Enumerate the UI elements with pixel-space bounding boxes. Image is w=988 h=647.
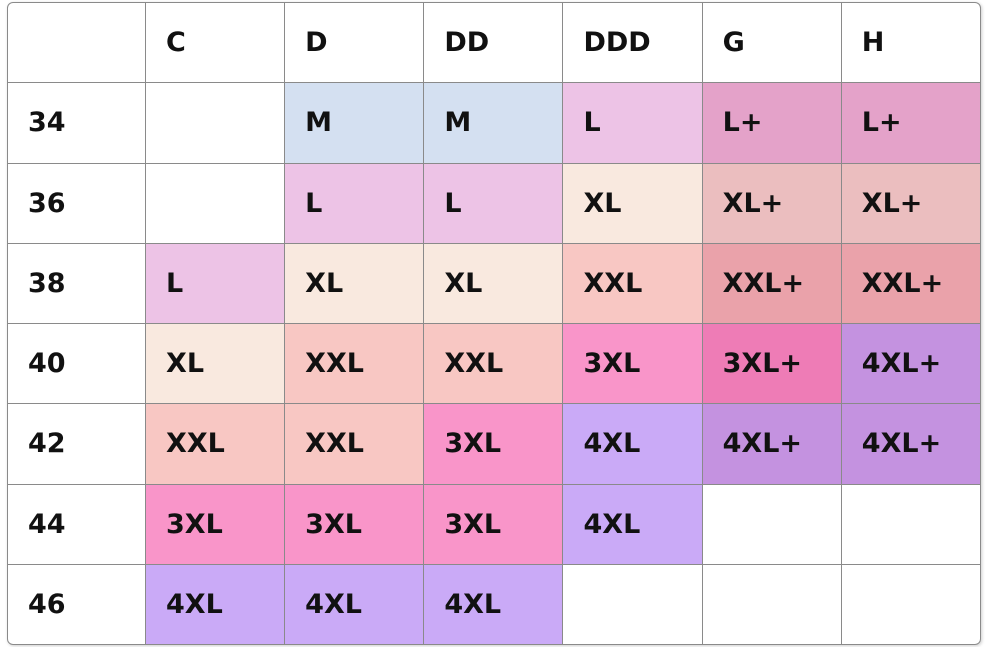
size-cell: 4XL bbox=[423, 563, 564, 644]
size-cell: XL bbox=[284, 242, 425, 325]
size-cell: XXL bbox=[284, 403, 425, 485]
band-label: 44 bbox=[8, 483, 146, 565]
empty-cell bbox=[144, 162, 286, 244]
size-cell: 3XL+ bbox=[701, 322, 842, 405]
band-label: 42 bbox=[8, 403, 146, 485]
band-row: 38 L XL XL XXL XXL+ XXL+ bbox=[8, 242, 980, 325]
size-cell: XXL+ bbox=[701, 242, 842, 325]
empty-cell bbox=[840, 483, 980, 565]
band-row: 36 L L XL XL+ XL+ bbox=[8, 162, 980, 244]
band-row: 40 XL XXL XXL 3XL 3XL+ 4XL+ bbox=[8, 322, 980, 405]
size-cell: XL bbox=[423, 242, 564, 325]
size-cell: L bbox=[144, 242, 286, 325]
size-cell: 4XL+ bbox=[840, 403, 980, 485]
size-cell: L+ bbox=[840, 82, 980, 164]
size-cell: XXL bbox=[284, 322, 425, 405]
size-cell: M bbox=[423, 82, 564, 164]
size-cell: L+ bbox=[701, 82, 842, 164]
cup-header: D bbox=[284, 3, 425, 84]
size-cell: XXL bbox=[423, 322, 564, 405]
size-cell: 3XL bbox=[284, 483, 425, 565]
size-cell: L bbox=[423, 162, 564, 244]
cup-header: DDD bbox=[562, 3, 703, 84]
size-cell: 3XL bbox=[423, 483, 564, 565]
band-label: 36 bbox=[8, 162, 146, 244]
empty-cell bbox=[562, 563, 703, 644]
band-row: 46 4XL 4XL 4XL bbox=[8, 563, 980, 644]
empty-cell bbox=[144, 82, 286, 164]
band-label: 46 bbox=[8, 563, 146, 644]
cup-header bbox=[8, 3, 146, 84]
size-cell: XL bbox=[562, 162, 703, 244]
cup-header: DD bbox=[423, 3, 564, 84]
size-cell: XXL bbox=[562, 242, 703, 325]
size-table: C D DD DDD G H 34 M M L L+ L+ 36 L L XL XL+ XL+ 38 L XL XL XXL… bbox=[8, 3, 980, 644]
size-cell: 4XL+ bbox=[701, 403, 842, 485]
size-cell: L bbox=[562, 82, 703, 164]
empty-cell bbox=[840, 563, 980, 644]
size-cell: 4XL+ bbox=[840, 322, 980, 405]
band-row: 42 XXL XXL 3XL 4XL 4XL+ 4XL+ bbox=[8, 403, 980, 485]
size-cell: XXL bbox=[144, 403, 286, 485]
size-cell: 4XL bbox=[562, 483, 703, 565]
header-row: C D DD DDD G H bbox=[8, 3, 980, 84]
size-cell: 3XL bbox=[423, 403, 564, 485]
empty-cell bbox=[701, 483, 842, 565]
cup-header: C bbox=[144, 3, 286, 84]
size-cell: 4XL bbox=[562, 403, 703, 485]
size-cell: XL+ bbox=[701, 162, 842, 244]
size-cell: 4XL bbox=[284, 563, 425, 644]
size-cell: 4XL bbox=[144, 563, 286, 644]
size-cell: L bbox=[284, 162, 425, 244]
size-cell: 3XL bbox=[144, 483, 286, 565]
cup-header: G bbox=[701, 3, 842, 84]
empty-cell bbox=[701, 563, 842, 644]
size-cell: XXL+ bbox=[840, 242, 980, 325]
band-row: 44 3XL 3XL 3XL 4XL bbox=[8, 483, 980, 565]
size-cell: XL bbox=[144, 322, 286, 405]
size-cell: XL+ bbox=[840, 162, 980, 244]
band-row: 34 M M L L+ L+ bbox=[8, 82, 980, 164]
size-cell: 3XL bbox=[562, 322, 703, 405]
cup-header: H bbox=[840, 3, 980, 84]
size-chart: C D DD DDD G H 34 M M L L+ L+ 36 L L XL XL+ XL+ 38 L XL XL XXL… bbox=[7, 2, 981, 645]
band-label: 34 bbox=[8, 82, 146, 164]
band-label: 40 bbox=[8, 322, 146, 405]
size-cell: M bbox=[284, 82, 425, 164]
band-label: 38 bbox=[8, 242, 146, 325]
